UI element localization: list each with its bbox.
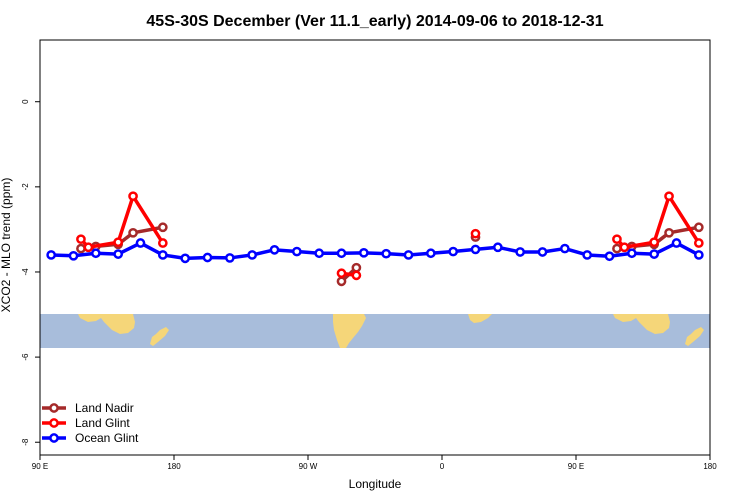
data-point-land-nadir — [612, 243, 622, 254]
data-point-ocean-glint — [269, 244, 280, 255]
data-point-ocean-glint — [448, 246, 459, 257]
data-point-land-nadir — [693, 222, 704, 233]
x-tick-label: 180 — [167, 462, 181, 471]
legend-label: Land Nadir — [75, 401, 134, 415]
data-point-ocean-glint — [135, 238, 146, 248]
map-land-south-america — [333, 314, 366, 348]
data-point-ocean-glint — [492, 242, 503, 253]
data-point-ocean-glint — [291, 246, 302, 257]
legend-swatch-marker — [49, 403, 59, 413]
legend-swatch-marker — [49, 418, 59, 428]
legend-label: Land Glint — [75, 416, 130, 430]
data-point-land-glint — [470, 228, 481, 239]
map-land-new-zealand-right — [685, 327, 704, 346]
data-point-ocean-glint — [46, 250, 57, 260]
y-tick-label: -6 — [21, 353, 30, 361]
data-point-land-glint — [76, 234, 86, 245]
data-point-land-glint — [128, 191, 138, 202]
data-point-ocean-glint — [403, 250, 414, 260]
data-point-ocean-glint — [224, 253, 235, 263]
y-tick-label: -8 — [21, 438, 30, 446]
data-point-land-glint — [619, 242, 630, 253]
map-land — [78, 314, 704, 348]
series-land-glint — [76, 191, 704, 281]
plot-frame — [39, 39, 711, 456]
data-point-ocean-glint — [247, 250, 258, 260]
data-point-ocean-glint — [649, 249, 660, 259]
y-axis-label: XCO2 - MLO trend (ppm) — [0, 178, 13, 313]
x-axis: 90 E 180 90 W 0 90 E 180 — [32, 455, 717, 471]
data-point-ocean-glint — [358, 247, 369, 258]
y-tick-label: -2 — [21, 183, 30, 191]
x-tick-label: 180 — [703, 462, 717, 471]
data-point-land-nadir — [351, 262, 362, 273]
data-point-ocean-glint — [381, 248, 392, 259]
map-land-australia-left — [78, 314, 135, 334]
chart-title: 45S-30S December (Ver 11.1_early) 2014-0… — [146, 13, 603, 30]
data-point-ocean-glint — [693, 250, 704, 260]
data-point-land-glint — [157, 238, 168, 248]
data-point-ocean-glint — [515, 247, 526, 257]
map-land-australia-right — [613, 314, 670, 334]
data-point-land-glint — [351, 270, 362, 281]
data-point-ocean-glint — [202, 252, 213, 263]
series-ocean-glint — [46, 238, 704, 264]
legend-swatch-marker — [49, 433, 59, 443]
data-point-land-glint — [649, 237, 660, 248]
x-tick-label: 90 E — [32, 462, 48, 471]
data-point-land-nadir — [664, 227, 674, 238]
legend-item-land-glint: Land Glint — [42, 416, 130, 430]
data-point-land-glint — [83, 242, 94, 253]
y-axis: 0 -2 -4 -6 -8 — [21, 99, 40, 446]
data-point-land-nadir — [128, 227, 138, 238]
data-point-land-nadir — [76, 243, 86, 254]
map-ocean — [40, 314, 710, 348]
data-point-ocean-glint — [157, 250, 168, 260]
y-tick-label: 0 — [21, 99, 30, 104]
x-tick-label: 90 E — [568, 462, 584, 471]
data-point-ocean-glint — [68, 250, 79, 261]
map-land-new-zealand-left — [150, 327, 169, 346]
data-point-land-glint — [693, 238, 704, 248]
data-point-ocean-glint — [604, 251, 615, 262]
data-point-ocean-glint — [113, 249, 124, 259]
data-point-ocean-glint — [180, 253, 191, 264]
data-point-land-glint — [612, 234, 622, 245]
data-point-ocean-glint — [582, 250, 593, 260]
x-axis-label: Longitude — [349, 477, 402, 491]
x-tick-label: 90 W — [299, 462, 318, 471]
y-tick-label: -4 — [21, 268, 30, 276]
data-point-ocean-glint — [626, 248, 637, 259]
data-point-ocean-glint — [425, 248, 436, 259]
data-point-ocean-glint — [314, 248, 325, 259]
data-point-ocean-glint — [559, 243, 570, 254]
data-point-land-glint — [664, 191, 674, 202]
data-point-land-glint — [336, 268, 347, 279]
data-point-ocean-glint — [90, 248, 101, 259]
map-land-africa — [468, 314, 492, 323]
legend-item-land-nadir: Land Nadir — [42, 401, 134, 415]
data-point-ocean-glint — [671, 238, 682, 248]
data-point-ocean-glint — [470, 244, 481, 255]
data-point-land-glint — [113, 237, 124, 248]
series-layer — [46, 191, 704, 287]
legend-label: Ocean Glint — [75, 431, 139, 445]
legend-item-ocean-glint: Ocean Glint — [42, 431, 139, 445]
background-world-map — [40, 314, 710, 348]
data-point-land-nadir — [157, 222, 168, 233]
data-point-land-nadir — [336, 276, 347, 287]
series-line-ocean-glint — [51, 241, 700, 261]
x-tick-label: 0 — [440, 462, 445, 471]
data-point-ocean-glint — [537, 247, 548, 257]
data-point-ocean-glint — [336, 248, 347, 259]
